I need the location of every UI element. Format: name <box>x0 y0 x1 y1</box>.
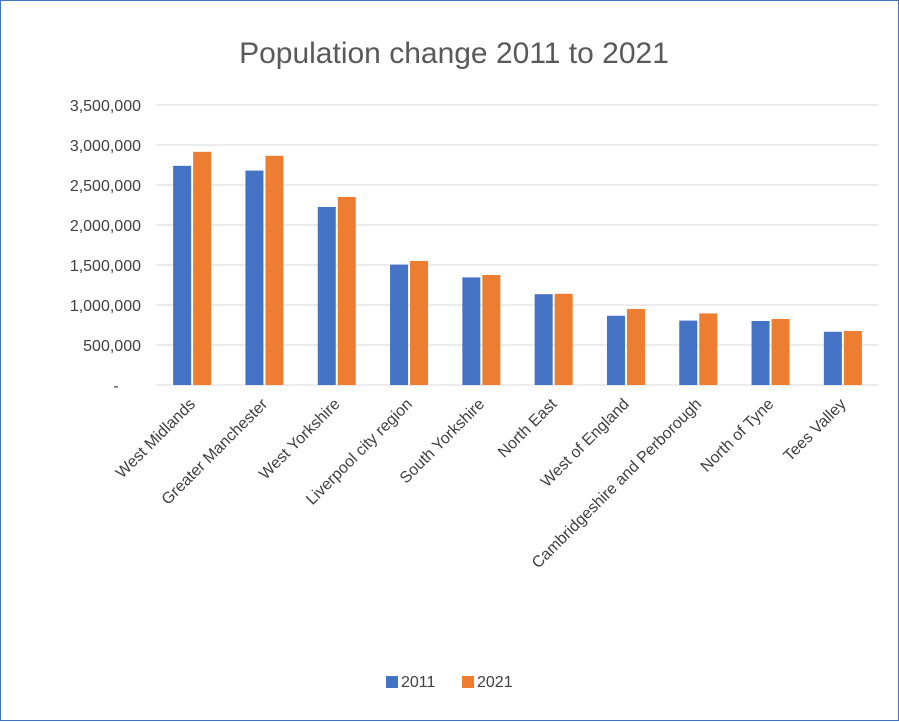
bar-2021-north-east <box>554 293 573 385</box>
chart-title: Population change 2011 to 2021 <box>239 37 669 70</box>
bar-2011-west-yorkshire <box>317 207 336 385</box>
bar-2011-cambridgeshire-and-perborough <box>679 320 698 385</box>
y-tick-label: 500,000 <box>83 338 141 355</box>
legend-label-2011: 2011 <box>401 674 436 691</box>
bar-2011-south-yorkshire <box>462 277 481 385</box>
bar-2021-west-yorkshire <box>337 197 356 385</box>
bar-2011-greater-manchester <box>245 170 264 385</box>
bar-2011-tees-valley <box>823 331 842 385</box>
bar-2011-west-midlands <box>173 165 192 385</box>
y-tick-label: - <box>113 378 118 395</box>
bar-2021-west-of-england <box>626 309 645 385</box>
bar-2021-south-yorkshire <box>482 275 501 385</box>
x-tick-label: North East <box>495 395 561 461</box>
legend-swatch-2021 <box>462 676 474 688</box>
legend: 2011 2021 <box>386 674 513 691</box>
y-tick-label: 1,500,000 <box>70 258 141 275</box>
x-tick-label: North of Tyne <box>698 396 778 476</box>
y-tick-label: 1,000,000 <box>70 298 141 315</box>
y-tick-label: 3,500,000 <box>70 98 141 115</box>
y-tick-label: 2,000,000 <box>70 218 141 235</box>
legend-swatch-2011 <box>386 676 398 688</box>
x-tick-label: Tees Valley <box>781 396 850 465</box>
gridlines <box>156 104 879 386</box>
bar-2011-west-of-england <box>606 315 625 385</box>
y-tick-label: 3,000,000 <box>70 138 141 155</box>
bar-2021-west-midlands <box>193 151 212 385</box>
bar-2021-north-of-tyne <box>771 319 790 385</box>
bar-2011-north-east <box>534 294 553 385</box>
bar-2011-liverpool-city-region <box>390 264 409 385</box>
y-tick-label: 2,500,000 <box>70 178 141 195</box>
legend-label-2021: 2021 <box>477 674 513 691</box>
bar-2021-liverpool-city-region <box>410 261 429 385</box>
bar-2021-greater-manchester <box>265 155 284 385</box>
bar-2011-north-of-tyne <box>751 321 770 385</box>
bar-2021-tees-valley <box>843 331 862 385</box>
bars <box>173 151 862 385</box>
bar-2021-cambridgeshire-and-perborough <box>699 313 718 385</box>
y-axis-ticks: - 500,000 1,000,000 1,500,000 2,000,000 2,500… <box>70 98 141 395</box>
